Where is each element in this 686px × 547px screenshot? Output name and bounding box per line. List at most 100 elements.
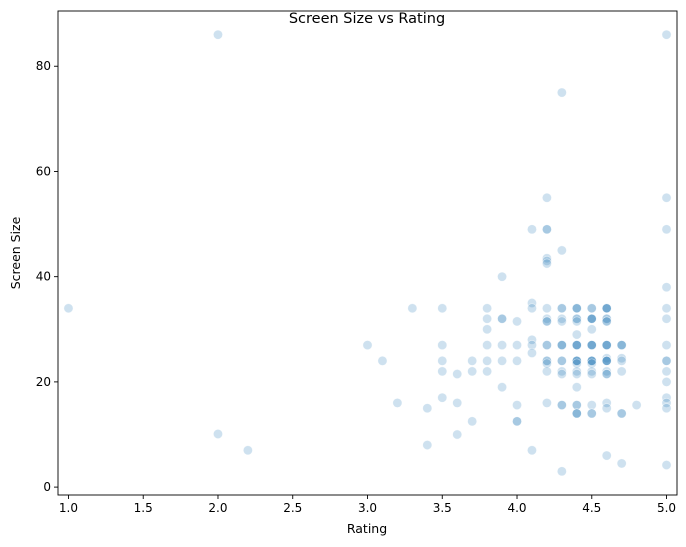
data-point <box>586 340 597 350</box>
data-point <box>467 366 478 377</box>
data-point <box>571 400 582 410</box>
data-point <box>467 416 478 427</box>
data-point <box>661 366 672 377</box>
data-point <box>407 303 418 314</box>
data-point <box>586 313 597 324</box>
data-point <box>362 340 373 350</box>
data-point <box>452 369 463 379</box>
data-point <box>616 355 627 366</box>
data-point <box>542 192 552 203</box>
data-point <box>556 303 567 314</box>
data-point <box>571 355 582 366</box>
data-point <box>601 398 612 408</box>
data-point <box>437 355 448 366</box>
data-point <box>542 340 552 350</box>
x-tick-label: 3.5 <box>433 501 452 515</box>
data-point <box>452 429 463 440</box>
data-point <box>482 324 493 335</box>
data-point <box>242 445 253 456</box>
data-point <box>497 271 507 282</box>
data-point <box>542 358 552 369</box>
data-point <box>616 458 627 469</box>
data-point <box>542 258 552 269</box>
data-point <box>661 376 672 387</box>
data-point <box>571 316 582 327</box>
data-point <box>527 348 537 358</box>
x-axis: 1.0 1.5 2.0 2.5 3.0 3.5 4.0 4.5 5.0 <box>59 495 676 515</box>
points-layer <box>63 29 672 477</box>
data-point <box>661 192 672 203</box>
data-point <box>542 355 552 366</box>
data-point <box>497 355 507 366</box>
x-tick-label: 4.0 <box>507 501 526 515</box>
data-point <box>482 340 493 350</box>
x-tick-label: 1.0 <box>59 501 78 515</box>
data-point <box>556 366 567 377</box>
data-point <box>661 224 672 235</box>
data-point <box>571 366 582 377</box>
data-point <box>556 466 567 477</box>
data-point <box>422 403 433 414</box>
data-point <box>437 392 448 403</box>
data-point <box>527 340 537 350</box>
data-point <box>542 313 552 324</box>
data-point <box>601 366 612 377</box>
y-tick-label: 80 <box>36 59 51 73</box>
data-point <box>512 340 522 350</box>
data-point <box>377 355 388 366</box>
x-tick-label: 3.0 <box>358 501 377 515</box>
data-point <box>467 355 478 366</box>
data-point <box>63 303 74 314</box>
data-point <box>661 355 672 366</box>
x-tick-label: 4.5 <box>582 501 601 515</box>
data-point <box>586 400 597 410</box>
data-point <box>512 355 522 366</box>
data-point <box>571 340 582 350</box>
chart-title: Screen Size vs Rating <box>289 11 445 27</box>
data-point <box>586 355 597 366</box>
data-point <box>661 282 672 293</box>
y-tick-label: 0 <box>43 480 51 494</box>
data-point <box>422 440 433 450</box>
x-tick-label: 2.0 <box>208 501 227 515</box>
data-point <box>437 340 448 350</box>
data-point <box>661 398 672 408</box>
data-point <box>556 400 567 410</box>
data-point <box>512 416 522 427</box>
y-axis: 0 20 40 60 80 <box>36 59 58 494</box>
data-point <box>527 224 537 235</box>
data-point <box>571 408 582 419</box>
data-point <box>571 382 582 393</box>
x-tick-label: 1.5 <box>134 501 153 515</box>
data-point <box>586 303 597 314</box>
data-point <box>542 303 552 314</box>
data-point <box>213 29 223 40</box>
data-point <box>527 334 537 345</box>
data-point <box>556 355 567 366</box>
data-point <box>601 313 612 324</box>
data-point <box>527 445 537 456</box>
y-tick-label: 60 <box>36 164 51 178</box>
data-point <box>542 398 552 408</box>
y-tick-label: 20 <box>36 375 51 389</box>
data-point <box>542 224 552 235</box>
data-point <box>556 87 567 98</box>
data-point <box>601 403 612 414</box>
data-point <box>601 355 612 366</box>
data-point <box>556 369 567 379</box>
data-point <box>556 245 567 256</box>
data-point <box>586 358 597 369</box>
data-point <box>661 403 672 414</box>
data-point <box>601 369 612 379</box>
data-point <box>571 313 582 324</box>
data-point <box>571 329 582 340</box>
data-point <box>601 450 612 461</box>
data-point <box>571 369 582 379</box>
data-point <box>586 324 597 335</box>
data-point <box>661 303 672 314</box>
data-point <box>527 298 537 308</box>
data-point <box>556 340 567 350</box>
x-tick-label: 2.5 <box>283 501 302 515</box>
data-point <box>586 369 597 379</box>
